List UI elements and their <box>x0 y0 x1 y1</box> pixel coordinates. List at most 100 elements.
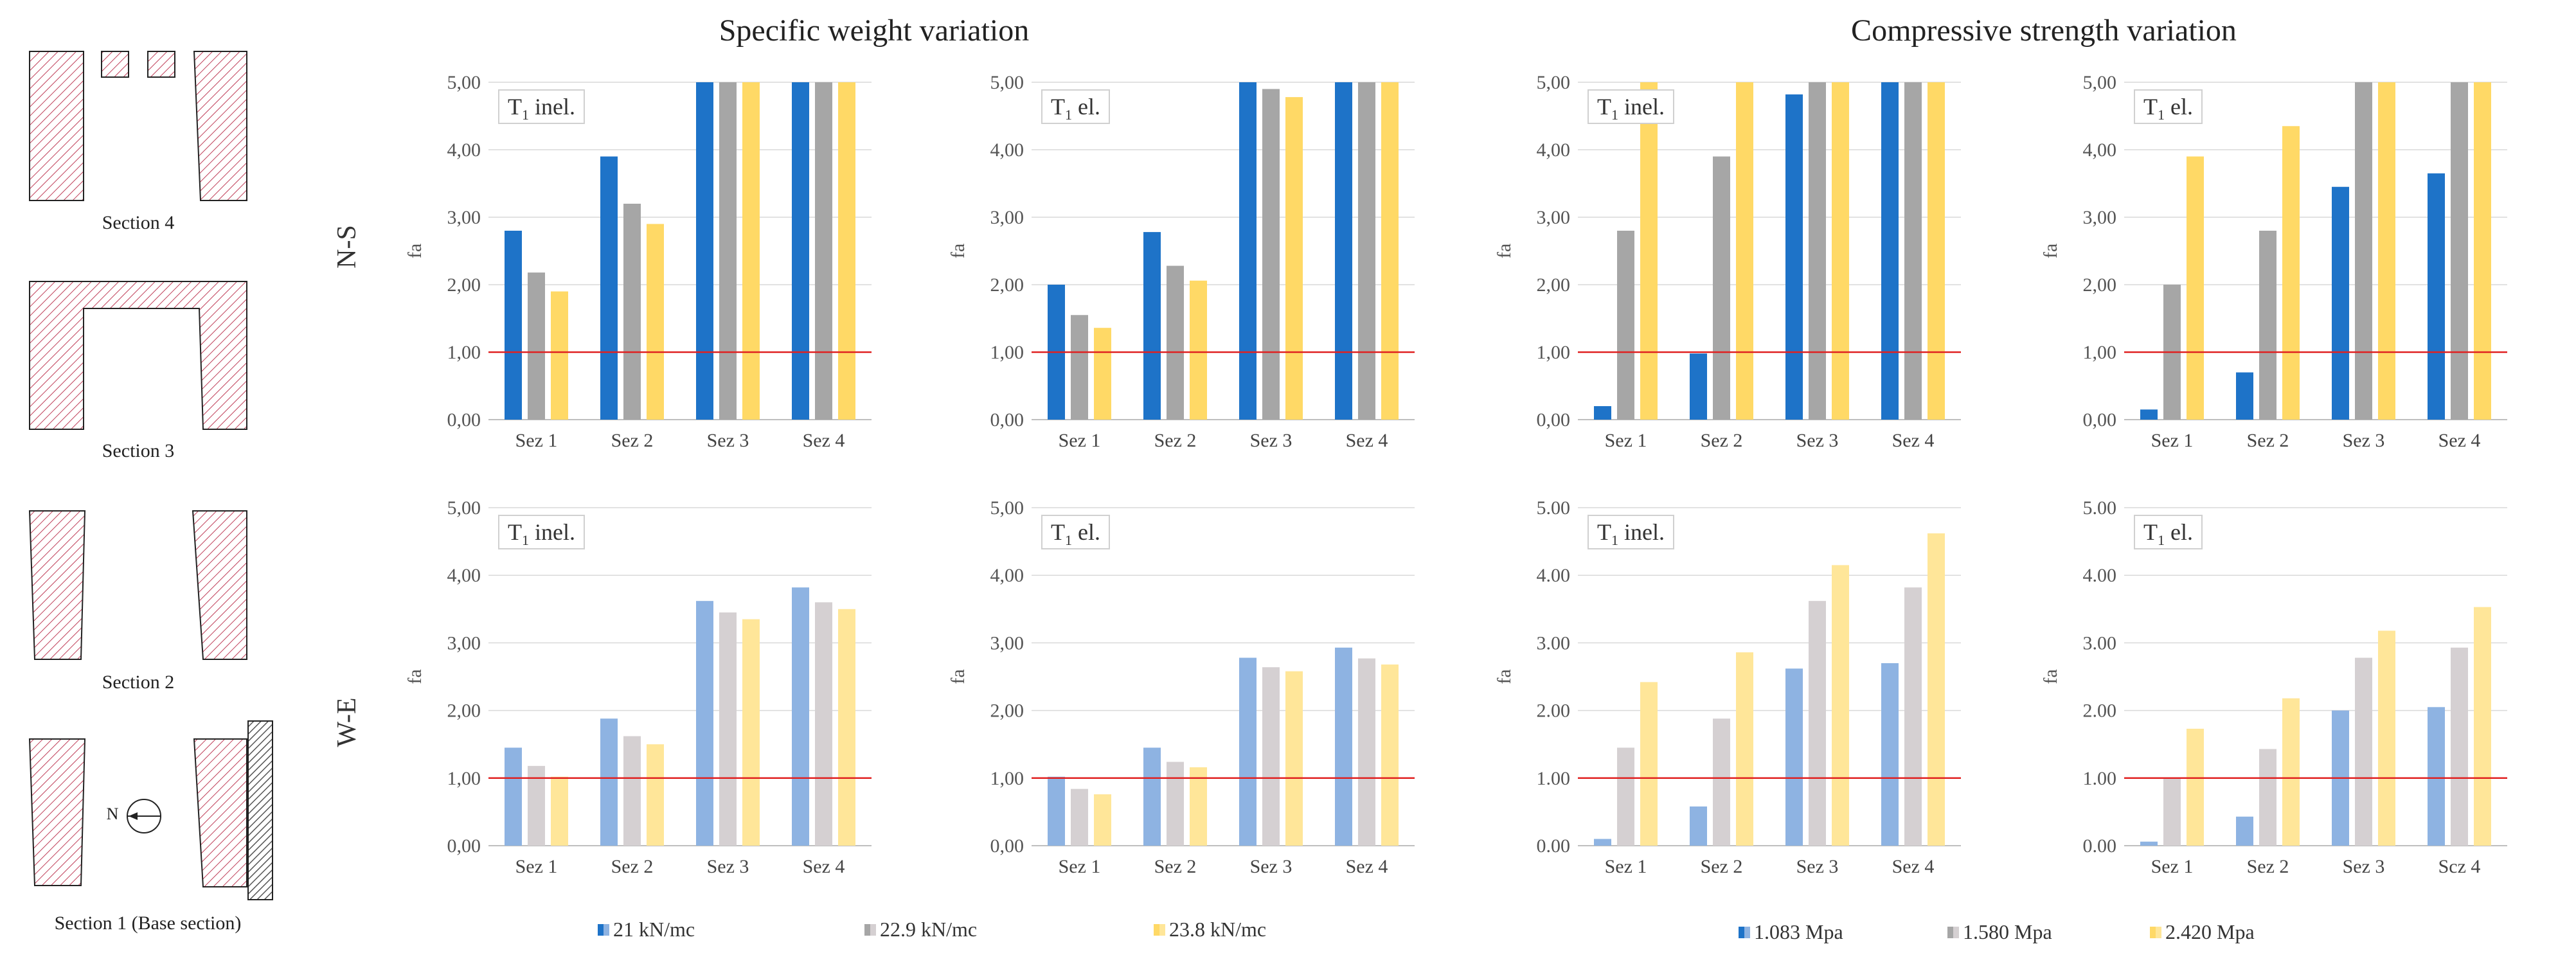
y-tick-label: 4.00 <box>2083 565 2117 586</box>
bar <box>838 82 855 420</box>
bar <box>600 718 618 846</box>
bar <box>719 82 737 420</box>
panel-tag-box <box>2134 515 2203 549</box>
panel-tag-box <box>1588 89 1674 124</box>
x-tick-label: Sez 2 <box>2247 856 2289 877</box>
panel-tag-box <box>1041 89 1110 124</box>
bar <box>505 747 522 846</box>
panel-tag: T1 inel. <box>498 515 585 549</box>
bar <box>696 82 713 420</box>
bar <box>1809 601 1826 846</box>
legend-weight-3: 23.8 kN/mc <box>1154 918 1266 941</box>
y-tick-label: 2,00 <box>447 274 481 296</box>
bar <box>1285 97 1303 420</box>
y-tick-label: 1,00 <box>990 768 1024 789</box>
y-tick-label: 5.00 <box>1537 497 1571 519</box>
y-tick-label: 1,00 <box>447 768 481 789</box>
panel-tag-rest: inel. <box>1618 94 1665 120</box>
bar <box>1881 82 1899 420</box>
bar <box>1358 82 1375 420</box>
y-tick-label: 1,00 <box>990 342 1024 363</box>
bar <box>1335 647 1352 846</box>
panel-tag-label: T1 el. <box>2143 519 2193 548</box>
bar <box>1640 82 1658 420</box>
y-axis-label: fa <box>404 669 425 684</box>
x-tick-label: Sez 2 <box>1154 856 1197 877</box>
bar <box>1736 82 1753 420</box>
legend-label: 2.420 Mpa <box>2165 920 2255 943</box>
bar <box>2282 126 2300 420</box>
bar <box>815 602 832 846</box>
y-tick-label: 2,00 <box>2083 274 2117 296</box>
section-3-drawing <box>29 281 247 430</box>
panel-tag-main: T <box>1597 519 1611 545</box>
bar <box>1690 353 1707 420</box>
y-tick-label: 4,00 <box>990 139 1024 161</box>
y-tick-label: 2,00 <box>990 700 1024 722</box>
y-tick-label: 1,00 <box>447 342 481 363</box>
y-tick-label: 0,00 <box>990 409 1024 431</box>
panel-tag-rest: el. <box>1072 519 1100 545</box>
panel-tag-label: T1 inel. <box>508 519 575 548</box>
panel-tag-sub: 1 <box>1611 107 1618 123</box>
y-tick-label: 0,00 <box>2083 409 2117 431</box>
bar <box>1617 231 1634 420</box>
bar <box>1809 82 1826 420</box>
x-tick-label: Sez 2 <box>611 430 654 451</box>
bar <box>647 224 664 420</box>
bar <box>2259 231 2276 420</box>
panel-tag-sub: 1 <box>1611 532 1618 548</box>
y-tick-label: 5,00 <box>990 72 1024 93</box>
x-tick-label: Sez 4 <box>1346 856 1388 877</box>
y-tick-label: 0,00 <box>990 835 1024 857</box>
bar <box>551 776 568 846</box>
y-tick-label: 5,00 <box>1537 72 1571 93</box>
panel-tag-box <box>498 89 585 124</box>
bar <box>1904 82 1922 420</box>
panel-tag-label: T1 el. <box>1051 94 1100 123</box>
chart-ns-strength-el: 0,00 1,00 2,00 3,00 4,00 5,00 fa Sez 1 Sez 2 Sez … <box>2040 72 2507 451</box>
y-axis-label: fa <box>404 244 425 258</box>
bar <box>1690 806 1707 846</box>
x-tick-label: Sez 4 <box>803 430 845 451</box>
panel-tag-sub: 1 <box>522 107 529 123</box>
bar <box>2236 372 2253 420</box>
y-axis-label: fa <box>1494 244 1515 258</box>
y-tick-label: 1,00 <box>2083 342 2117 363</box>
bar <box>815 82 832 420</box>
panel-tag: T1 inel. <box>1588 89 1674 124</box>
y-tick-label: 5,00 <box>447 72 481 93</box>
panel-tag-rest: inel. <box>529 519 575 545</box>
bar <box>1358 658 1375 846</box>
bar <box>1928 82 1945 420</box>
panel-tag-sub: 1 <box>2158 107 2165 123</box>
y-tick-label: 2.00 <box>2083 700 2117 722</box>
x-tick-label: Sez 3 <box>1796 856 1839 877</box>
y-axis-label: fa <box>947 669 969 684</box>
panel-tag: T1 inel. <box>1588 515 1674 549</box>
bar <box>1262 667 1280 846</box>
bar <box>838 609 855 846</box>
panel-tag-box <box>498 515 585 549</box>
section-1-label: Section 1 (Base section) <box>54 913 242 934</box>
y-tick-label: 5.00 <box>2083 497 2117 519</box>
bar <box>1594 839 1611 846</box>
chart-we-weight-el: 0,00 1,00 2,00 3,00 4,00 5,00 fa Sez 1 Sez 2 Sez … <box>947 497 1415 877</box>
x-tick-label: Sez 3 <box>1250 430 1292 451</box>
section-drawings <box>28 51 273 900</box>
x-tick-label: Sez 3 <box>2343 430 2385 451</box>
panel-tag-sub: 1 <box>1065 532 1072 548</box>
bar <box>1239 657 1257 846</box>
x-tick-label: Sez 1 <box>1059 856 1101 877</box>
bar <box>792 82 809 420</box>
bar <box>1832 82 1849 420</box>
bar <box>1594 406 1611 420</box>
panel-tag-rest: el. <box>2165 519 2193 545</box>
bar <box>1785 668 1803 846</box>
bar <box>2428 707 2445 846</box>
legend-strength-2: 1.580 Mpa <box>1947 920 2052 944</box>
y-tick-label: 5,00 <box>2083 72 2117 93</box>
y-tick-label: 4,00 <box>1537 139 1571 161</box>
x-tick-label: Sez 1 <box>515 430 558 451</box>
